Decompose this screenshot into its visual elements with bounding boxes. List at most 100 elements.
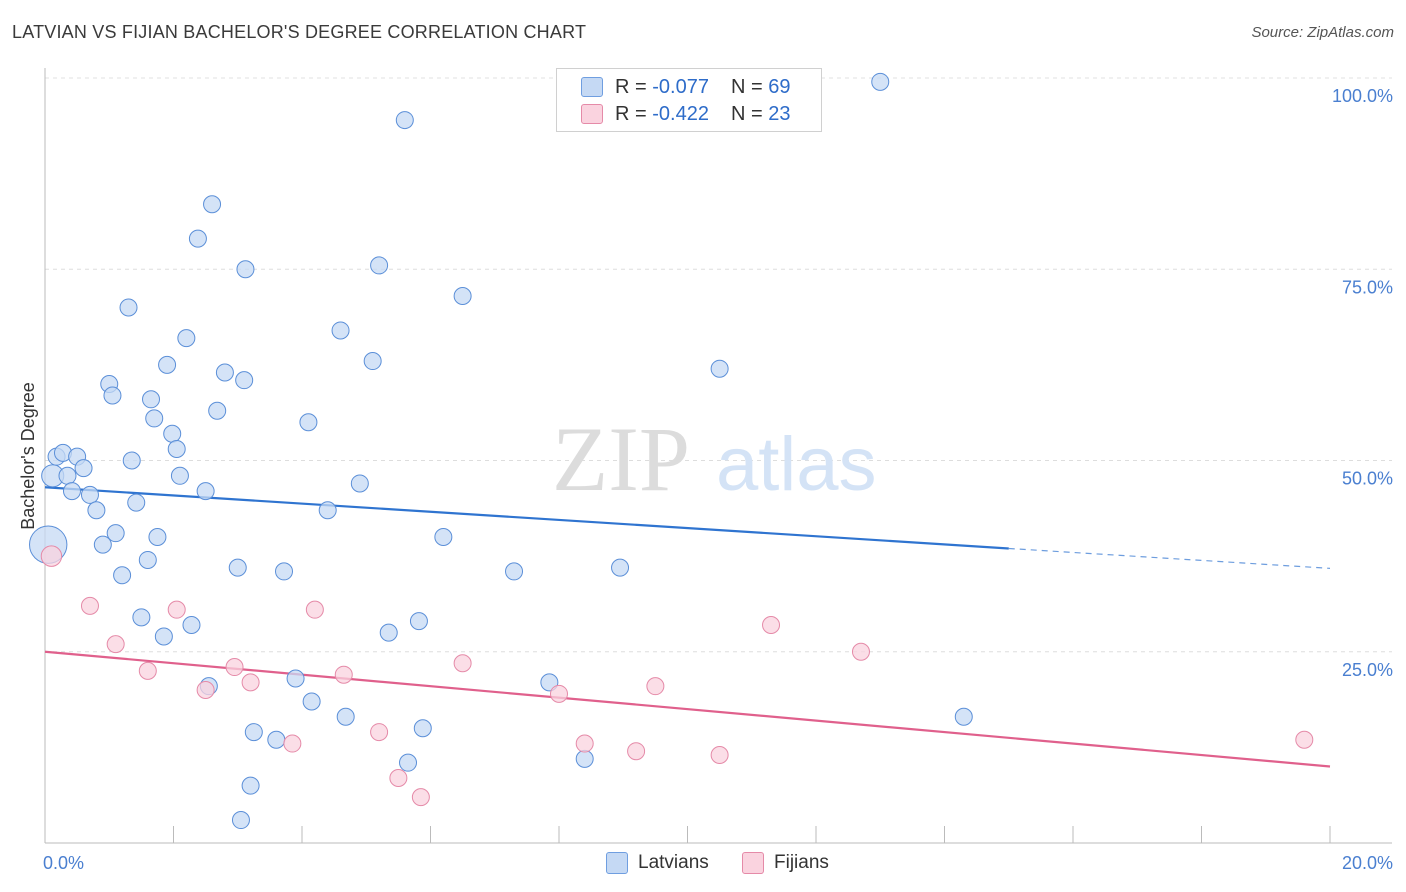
point-latvians: [142, 390, 161, 409]
point-latvians: [145, 409, 164, 428]
point-fijians: [283, 734, 302, 753]
watermark-atlas: atlas: [716, 422, 877, 507]
point-latvians: [122, 451, 141, 470]
point-latvians: [87, 501, 106, 520]
point-latvians: [267, 730, 286, 749]
trend-line-fijians: [44, 650, 1331, 768]
point-latvians: [231, 811, 250, 830]
correlation-legend: R = -0.077 N = 69 R = -0.422 N = 23: [556, 68, 822, 132]
point-fijians: [851, 642, 870, 661]
legend-n-label: N =: [730, 75, 763, 98]
point-latvians: [188, 229, 207, 248]
y-tick-label: 25.0%: [1342, 660, 1393, 680]
point-fijians: [575, 734, 594, 753]
point-latvians: [336, 707, 355, 726]
point-latvians: [611, 558, 630, 577]
point-latvians: [138, 550, 157, 569]
point-latvians: [170, 466, 189, 485]
point-latvians: [215, 363, 234, 382]
y-axis-label: Bachelor's Degree: [18, 382, 38, 530]
x-tick-label-max: 20.0%: [1342, 853, 1393, 873]
point-latvians: [871, 72, 890, 91]
legend-row-latvians: R = -0.077 N = 69: [581, 74, 790, 100]
point-latvians: [399, 753, 418, 772]
point-latvians: [93, 535, 112, 554]
point-latvians: [106, 524, 125, 543]
point-latvians: [236, 260, 255, 279]
point-latvians: [113, 566, 132, 585]
series-legend-fijians[interactable]: Fijians: [742, 852, 829, 874]
point-latvians: [158, 355, 177, 374]
point-fijians: [334, 665, 353, 684]
point-fijians: [80, 596, 99, 615]
point-latvians: [302, 692, 321, 711]
point-fijians: [627, 742, 646, 761]
legend-n-value: 69: [768, 75, 791, 98]
point-latvians: [177, 329, 196, 348]
point-latvians: [196, 482, 215, 501]
point-latvians: [954, 707, 973, 726]
point-latvians: [286, 669, 305, 688]
point-latvians: [413, 719, 432, 738]
point-latvians: [132, 608, 151, 627]
x-tick-label-min: 0.0%: [43, 853, 84, 873]
series-swatch-latvians: [606, 852, 628, 874]
trend-extension-latvians: [1008, 547, 1331, 569]
point-latvians: [350, 474, 369, 493]
y-tick-label: 100.0%: [1332, 86, 1393, 106]
point-fijians: [106, 635, 125, 654]
legend-n-label: N =: [730, 102, 763, 125]
point-fijians: [389, 768, 408, 787]
axes: [44, 68, 1392, 844]
series-label-fijians: Fijians: [774, 852, 829, 873]
point-latvians: [409, 612, 428, 631]
point-fijians: [167, 600, 186, 619]
point-latvians: [154, 627, 173, 646]
point-latvians: [299, 413, 318, 432]
point-latvians: [331, 321, 350, 340]
point-latvians: [363, 352, 382, 371]
y-tick-label: 75.0%: [1342, 277, 1393, 297]
point-latvians: [241, 776, 260, 795]
legend-r-value: -0.422: [652, 102, 709, 125]
point-fijians: [762, 615, 781, 634]
data-points: [29, 72, 1314, 830]
point-latvians: [710, 359, 729, 378]
chart-source: Source: ZipAtlas.com: [1251, 24, 1394, 41]
point-latvians: [163, 424, 182, 443]
point-fijians: [225, 658, 244, 677]
chart-title: LATVIAN VS FIJIAN BACHELOR'S DEGREE CORR…: [12, 22, 587, 42]
point-fijians: [305, 600, 324, 619]
point-latvians: [235, 371, 254, 390]
point-latvians: [379, 623, 398, 642]
point-fijians: [1295, 730, 1314, 749]
point-fijians: [453, 654, 472, 673]
legend-swatch-latvians: [581, 77, 603, 97]
point-fijians: [40, 545, 63, 567]
y-tick-labels: 25.0% 50.0% 75.0% 100.0%: [1332, 86, 1393, 680]
point-fijians: [411, 788, 430, 807]
point-latvians: [167, 440, 186, 459]
point-latvians: [453, 287, 472, 306]
point-latvians: [182, 615, 201, 634]
x-tick-labels: 0.0% 20.0%: [43, 853, 1393, 873]
point-latvians: [127, 493, 146, 512]
point-latvians: [203, 195, 222, 214]
point-latvians: [62, 482, 81, 501]
legend-swatch-fijians: [581, 104, 603, 124]
point-latvians: [148, 528, 167, 546]
point-latvians: [275, 562, 294, 581]
point-fijians: [138, 661, 157, 680]
point-latvians: [74, 459, 93, 478]
legend-row-fijians: R = -0.422 N = 23: [581, 101, 790, 127]
point-latvians: [575, 749, 594, 768]
point-latvians: [318, 501, 337, 520]
series-legend-latvians[interactable]: Latvians: [606, 852, 709, 874]
point-latvians: [244, 723, 263, 742]
point-fijians: [646, 677, 665, 696]
point-latvians: [103, 386, 122, 405]
point-latvians: [228, 558, 247, 577]
legend-r-label: R =: [615, 102, 647, 125]
point-fijians: [710, 746, 729, 765]
